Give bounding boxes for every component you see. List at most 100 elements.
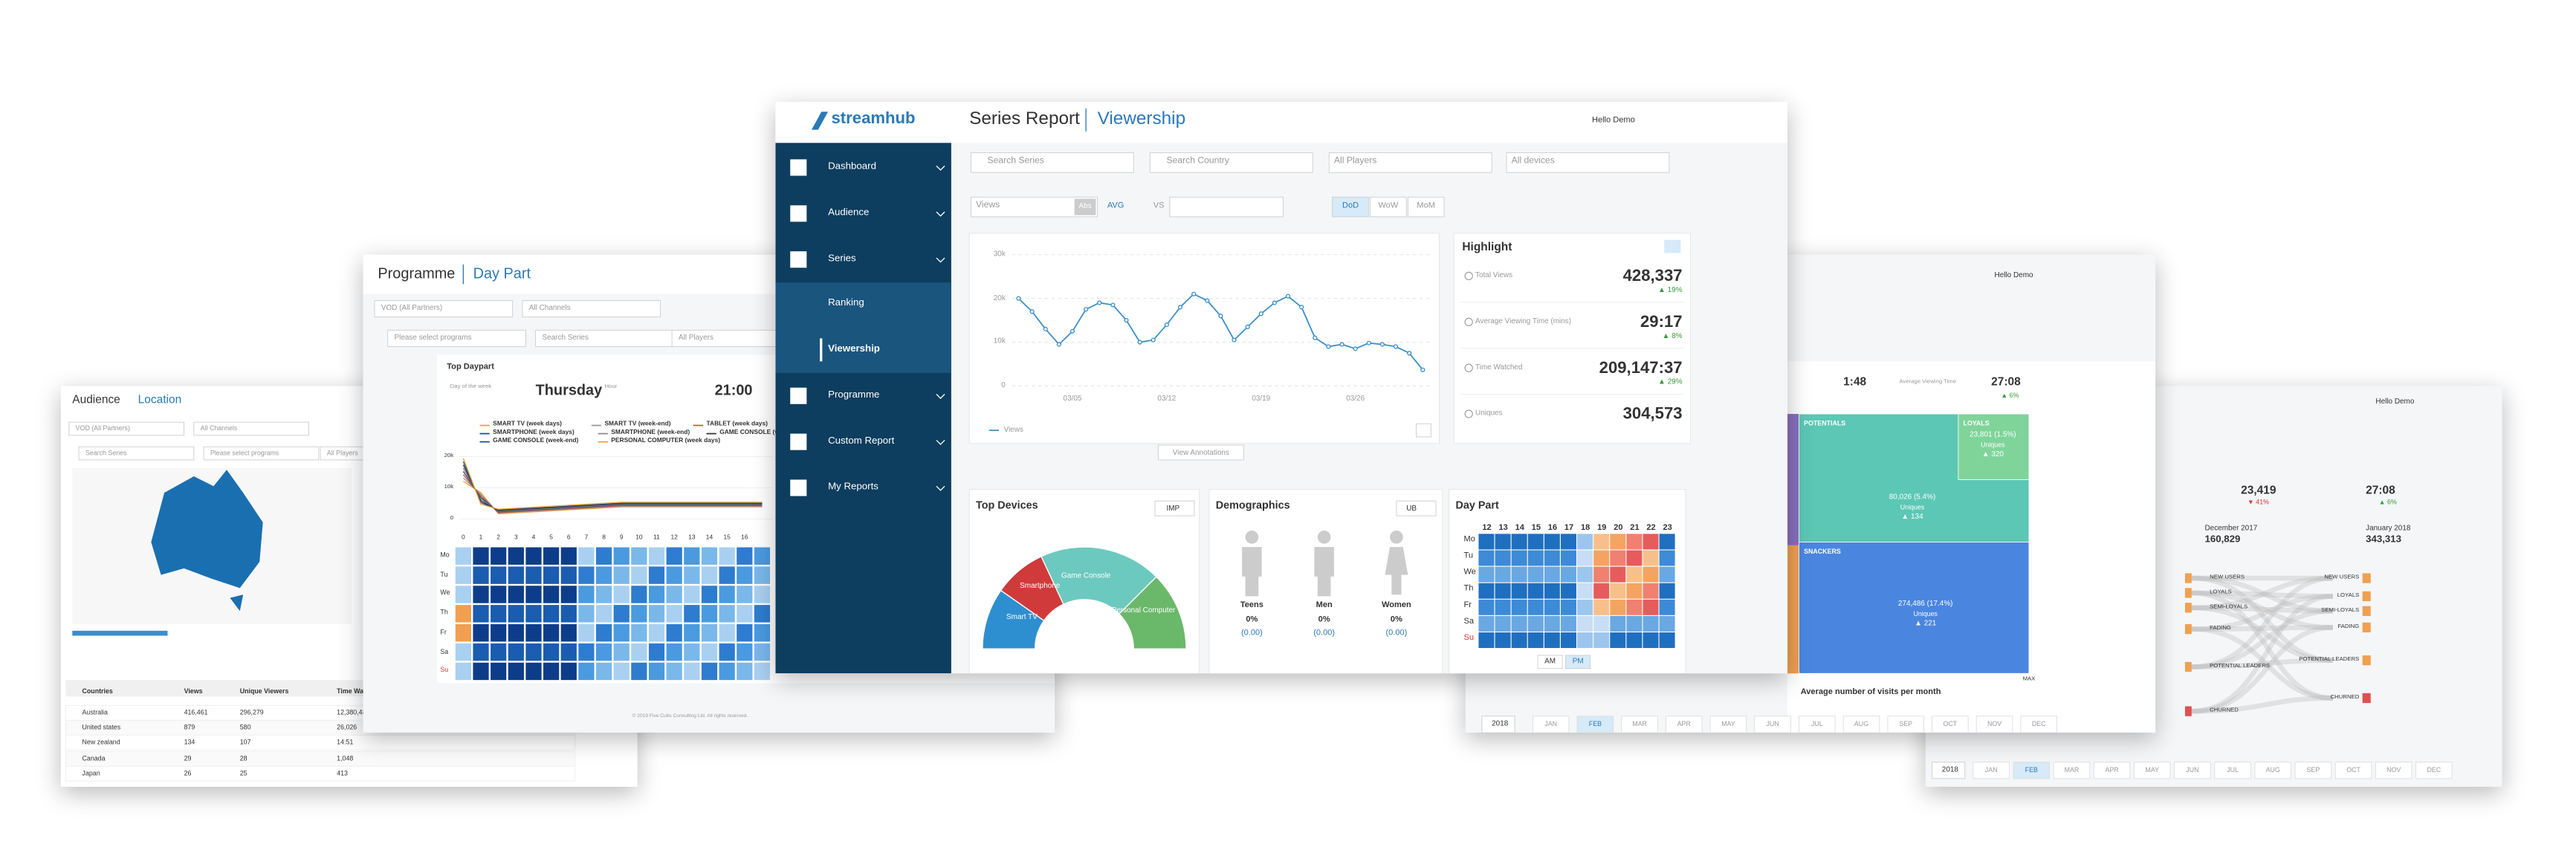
toggle-text[interactable]: IMP [1166, 502, 1180, 512]
filter-text[interactable]: Search Series [542, 333, 589, 342]
filter-text[interactable]: All Channels [200, 424, 238, 432]
heat-cell [472, 661, 490, 681]
heat-cell [595, 661, 613, 681]
month[interactable]: DEC [2031, 719, 2046, 728]
month[interactable]: SEP [2306, 765, 2320, 774]
month[interactable]: OCT [1943, 719, 1958, 728]
month[interactable]: AUG [1854, 719, 1869, 728]
hour-label: 20 [1614, 523, 1623, 534]
toggle-text[interactable]: Abs [1078, 201, 1092, 210]
hour-label: 14 [1515, 523, 1524, 534]
month[interactable]: NOV [2386, 765, 2401, 774]
filter-text[interactable]: Please select programs [394, 333, 472, 342]
hour-label: 10 [635, 534, 643, 541]
month[interactable]: JUL [1810, 719, 1823, 728]
year[interactable]: 2018 [1492, 719, 1509, 727]
heat-cell [1610, 534, 1626, 550]
table-cell: 25 [239, 768, 247, 777]
panel-title: Highlight [1462, 242, 1512, 254]
toggle-text[interactable]: AM [1544, 656, 1556, 665]
toggle-text[interactable]: UB [1406, 502, 1417, 512]
month[interactable]: JUN [2186, 765, 2199, 774]
nav-item[interactable]: Programme [828, 391, 880, 401]
user[interactable]: Hello Demo [2375, 397, 2415, 406]
user[interactable]: Hello Demo [1994, 270, 2033, 279]
nav-item[interactable]: Ranking [828, 299, 864, 309]
nav-item[interactable]: My Reports [828, 482, 878, 493]
nav-item[interactable]: Custom Report [828, 436, 895, 447]
filter-text[interactable]: All Players [1333, 156, 1377, 166]
year[interactable]: 2018 [1941, 765, 1958, 774]
filter-text[interactable]: All devices [1511, 156, 1555, 166]
heat-cell [507, 642, 525, 662]
donut-segment [1118, 576, 1187, 649]
trend-line [462, 471, 763, 513]
heat-cell [1643, 599, 1659, 615]
toggle-text[interactable]: PM [1572, 656, 1584, 665]
day-label: We [1463, 567, 1476, 577]
filter-text[interactable]: Search Series [85, 448, 127, 457]
heat-cell [630, 585, 648, 604]
table-cell: 580 [239, 722, 251, 731]
point [1285, 294, 1291, 299]
heat-cell [1544, 534, 1560, 550]
heat-cell [718, 623, 736, 643]
point [1110, 302, 1116, 308]
month[interactable]: MAY [1721, 719, 1735, 728]
period[interactable]: DoD [1342, 201, 1359, 212]
month[interactable]: JAN [1544, 719, 1558, 728]
heat-cell [577, 604, 595, 623]
metric[interactable]: Views [976, 201, 1000, 211]
filter-text[interactable]: Please select programs [210, 448, 279, 457]
month[interactable]: MAY [2145, 765, 2160, 774]
nav-item[interactable]: Audience [828, 208, 870, 218]
point [1056, 342, 1061, 347]
box [1787, 545, 1799, 674]
trend-line [462, 464, 763, 511]
month[interactable]: OCT [2346, 765, 2360, 774]
user[interactable]: Hello Demo [1591, 115, 1635, 126]
month[interactable]: APR [2105, 765, 2119, 774]
heat-cell [560, 546, 577, 565]
point [1353, 346, 1358, 351]
month[interactable]: MAR [1632, 719, 1647, 728]
period[interactable]: MoM [1417, 201, 1436, 212]
heat-cell [1495, 534, 1511, 550]
month[interactable]: FEB [2025, 765, 2038, 774]
nav-item[interactable]: Viewership [828, 345, 880, 355]
period[interactable]: WoW [1378, 201, 1399, 212]
month[interactable]: FEB [1588, 719, 1602, 728]
kpi: 21:00 [714, 381, 753, 399]
toggle-text[interactable]: AVG [1107, 201, 1124, 212]
nav-item[interactable]: Series [828, 254, 856, 265]
filter-text[interactable]: VOD (All Partners) [381, 303, 443, 312]
day-label: Su [1463, 633, 1475, 644]
filter-text[interactable]: Search Country [1166, 156, 1229, 166]
heat-cell [683, 604, 701, 623]
month[interactable]: SEP [1899, 719, 1913, 728]
month[interactable]: MAR [2064, 765, 2080, 774]
flow-label: CHURNED [2330, 693, 2360, 701]
month[interactable]: DEC [2427, 765, 2441, 774]
nav-item[interactable]: Dashboard [828, 162, 876, 173]
month[interactable]: JAN [1984, 765, 1998, 774]
filter-text[interactable]: Search Series [987, 156, 1044, 166]
heat-cell [648, 604, 666, 623]
filter-text[interactable]: All Players [678, 333, 713, 342]
block-change: ▲ 134 [1901, 512, 1923, 521]
button-text[interactable]: View Annotations [1172, 447, 1229, 456]
box [775, 102, 1788, 143]
filter-text[interactable]: All Channels [528, 303, 571, 312]
heat-cell [1560, 583, 1576, 599]
filter-text[interactable]: VOD (All Partners) [75, 424, 130, 432]
heat-cell [1527, 615, 1544, 632]
month[interactable]: APR [1677, 719, 1691, 728]
point [1124, 317, 1129, 323]
month[interactable]: JUL [2227, 765, 2239, 774]
month[interactable]: AUG [2265, 765, 2280, 774]
month[interactable]: JUN [1766, 719, 1779, 728]
month[interactable]: NOV [1987, 719, 2002, 728]
filter-text[interactable]: All Players [326, 448, 358, 457]
period-value: 343,313 [2366, 535, 2402, 545]
hour-label: 23 [1663, 523, 1672, 534]
